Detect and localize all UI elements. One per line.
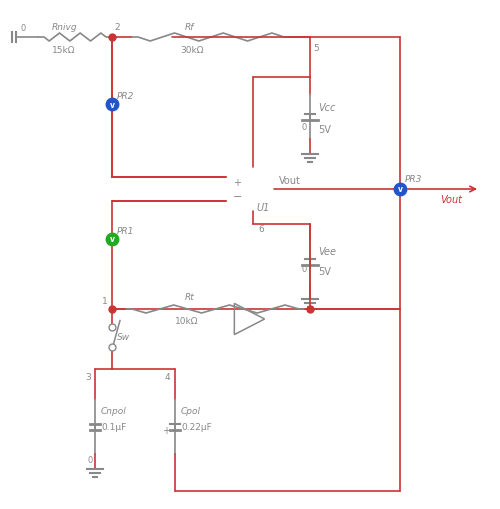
Text: v: v	[398, 185, 402, 194]
Text: Vee: Vee	[318, 246, 336, 257]
Text: PR2: PR2	[117, 91, 134, 100]
Text: +: +	[162, 426, 170, 436]
Text: Rnivg: Rnivg	[52, 22, 78, 32]
Text: 6: 6	[258, 225, 264, 234]
Text: 3: 3	[85, 373, 91, 382]
Text: v: v	[110, 235, 114, 244]
Text: 0: 0	[302, 265, 307, 274]
Text: Cnpol: Cnpol	[101, 407, 127, 416]
Text: Vcc: Vcc	[318, 103, 336, 113]
Text: +: +	[234, 178, 241, 188]
Text: 0.1μF: 0.1μF	[101, 422, 126, 432]
Text: 15kΩ: 15kΩ	[52, 45, 76, 54]
Text: PR1: PR1	[117, 226, 134, 235]
Text: U1: U1	[256, 203, 270, 213]
Text: 0: 0	[20, 23, 26, 33]
Text: 30kΩ: 30kΩ	[180, 45, 204, 54]
Text: 0: 0	[87, 456, 92, 465]
Text: Rf: Rf	[185, 22, 194, 32]
Text: 10kΩ: 10kΩ	[175, 317, 199, 326]
Text: Sw: Sw	[117, 333, 130, 342]
Text: Vout: Vout	[440, 194, 462, 205]
Text: −: −	[232, 191, 242, 202]
Text: PR3: PR3	[405, 175, 422, 184]
Text: 0.22μF: 0.22μF	[181, 422, 212, 432]
Text: 5V: 5V	[318, 267, 331, 276]
Text: 1: 1	[102, 297, 108, 306]
Text: 5: 5	[313, 43, 319, 52]
Text: Cpol: Cpol	[181, 407, 201, 416]
Text: Rt: Rt	[185, 293, 195, 302]
Text: 4: 4	[165, 373, 170, 382]
Text: 5V: 5V	[318, 125, 331, 135]
Text: Vout: Vout	[279, 176, 301, 186]
Text: 0: 0	[302, 123, 307, 132]
Text: 2: 2	[114, 22, 119, 32]
Text: v: v	[110, 100, 114, 109]
